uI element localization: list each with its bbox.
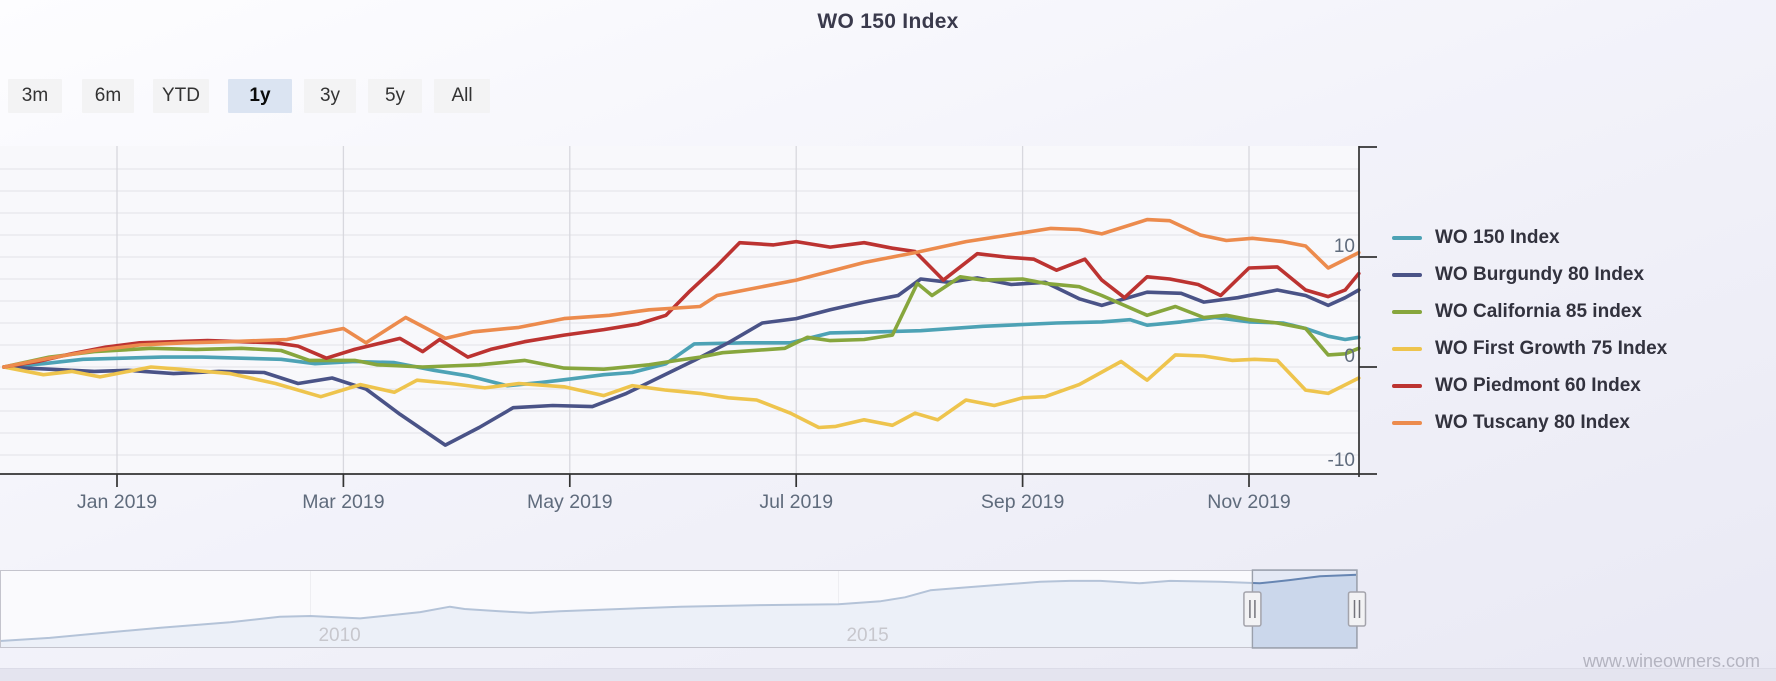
navigator-selected-range[interactable] [1251, 569, 1358, 649]
x-axis-label: Sep 2019 [981, 491, 1065, 513]
series-wo-first-growth-75-index [1, 353, 1361, 430]
legend-label: WO 150 Index [1435, 226, 1560, 248]
series-wo-california-85-index [1, 274, 1361, 372]
legend-label: WO Tuscany 80 Index [1435, 411, 1630, 433]
legend-label: WO Burgundy 80 Index [1435, 263, 1645, 285]
legend-label: WO Piedmont 60 Index [1435, 374, 1641, 396]
legend-item-wo-california-85-index[interactable]: WO California 85 index [1392, 293, 1667, 330]
x-axis-label: Jan 2019 [77, 491, 157, 513]
bottom-strip [0, 668, 1776, 681]
navigator[interactable]: 20102015 [0, 569, 1367, 649]
x-axis-label: May 2019 [527, 491, 613, 513]
legend-item-wo-tuscany-80-index[interactable]: WO Tuscany 80 Index [1392, 404, 1667, 441]
range-button-1y[interactable]: 1y [228, 79, 292, 113]
legend-marker [1392, 309, 1422, 314]
legend-label: WO First Growth 75 Index [1435, 337, 1668, 359]
range-button-all[interactable]: All [434, 79, 490, 113]
legend-marker [1392, 420, 1422, 425]
legend-marker [1392, 346, 1422, 351]
series-wo-tuscany-80-index [1, 217, 1361, 369]
y-axis-label: -10 [1328, 450, 1355, 471]
range-button-6m[interactable]: 6m [82, 79, 134, 113]
y-axis-label: 0 [1344, 346, 1355, 367]
x-axis-label: Nov 2019 [1207, 491, 1290, 513]
legend-marker [1392, 272, 1422, 277]
credits-watermark[interactable]: www.wineowners.com [1582, 651, 1760, 671]
series-wo-piedmont-60-index [1, 239, 1361, 369]
y-axis-label: 10 [1334, 236, 1355, 257]
legend-marker [1392, 235, 1422, 240]
series-group [1, 217, 1361, 447]
legend-marker [1392, 383, 1422, 388]
chart-title: WO 150 Index [817, 10, 959, 33]
x-axis-label: Jul 2019 [759, 491, 833, 513]
legend: WO 150 Index WO Burgundy 80 Index WO Calif… [1392, 219, 1667, 441]
navigator-handle-left[interactable] [1243, 591, 1262, 627]
range-button-3y[interactable]: 3y [304, 79, 356, 113]
x-axis-label: Mar 2019 [302, 491, 384, 513]
plot-area[interactable] [0, 146, 1359, 474]
series-wo-burgundy-80-index [1, 276, 1361, 447]
range-button-3m[interactable]: 3m [8, 79, 62, 113]
legend-item-wo-piedmont-60-index[interactable]: WO Piedmont 60 Index [1392, 367, 1667, 404]
range-button-ytd[interactable]: YTD [153, 79, 209, 113]
legend-item-wo-first-growth-75-index[interactable]: WO First Growth 75 Index [1392, 330, 1667, 367]
navigator-mask-outside [0, 570, 1253, 648]
range-button-5y[interactable]: 5y [368, 79, 422, 113]
navigator-handle-right[interactable] [1347, 591, 1367, 627]
legend-item-wo-150-index[interactable]: WO 150 Index [1392, 219, 1667, 256]
legend-item-wo-burgundy-80-index[interactable]: WO Burgundy 80 Index [1392, 256, 1667, 293]
legend-label: WO California 85 index [1435, 300, 1642, 322]
